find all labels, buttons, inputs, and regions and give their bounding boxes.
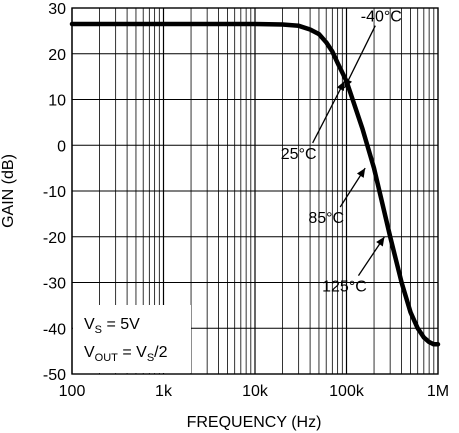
conditions-background <box>73 305 191 373</box>
y-tick-label: -30 <box>43 276 66 293</box>
y-tick-label: -40 <box>43 321 66 338</box>
y-tick-label: 20 <box>48 47 66 64</box>
condition-output: VOUT = VS/2 <box>84 344 168 364</box>
x-tick-label: 100k <box>329 383 365 400</box>
x-tick-labels: 100 1k 10k 100k 1M <box>59 383 449 400</box>
y-tick-label: 30 <box>48 1 66 18</box>
x-tick-label: 1M <box>427 383 449 400</box>
annotation-arrow-line <box>343 25 376 89</box>
y-tick-label: -20 <box>43 230 66 247</box>
annotation-arrow-head <box>336 81 345 92</box>
y-tick-label: 0 <box>57 138 66 155</box>
x-axis-label: FREQUENCY (Hz) <box>187 414 322 431</box>
conditions-box: VS = 5V VOUT = VS/2 <box>73 305 191 373</box>
y-tick-label: -50 <box>43 367 66 384</box>
x-tick-label: 100 <box>59 383 86 400</box>
y-tick-label: -10 <box>43 184 66 201</box>
annotation-label: 125°C <box>322 279 367 296</box>
annotation-label: 85°C <box>308 210 344 227</box>
plot-frame <box>71 7 439 375</box>
annotation-arrow-head <box>344 78 353 89</box>
y-axis-label: GAIN (dB) <box>0 154 17 228</box>
x-tick-label: 10k <box>242 383 269 400</box>
annotation-arrow-line <box>312 80 346 144</box>
x-tick-label: 1k <box>155 383 173 400</box>
condition-supply: VS = 5V <box>84 316 140 336</box>
annotation-label: 25°C <box>281 146 317 163</box>
annotations: -40°C 25°C 85°C 125°C <box>281 9 402 296</box>
annotation-arrow-head <box>376 236 385 247</box>
y-tick-labels: 30 20 10 0 -10 -20 -30 -40 -50 <box>43 1 66 384</box>
y-tick-label: 10 <box>48 93 66 110</box>
annotation-label: -40°C <box>361 9 402 26</box>
annotation-arrow-head <box>356 168 366 178</box>
